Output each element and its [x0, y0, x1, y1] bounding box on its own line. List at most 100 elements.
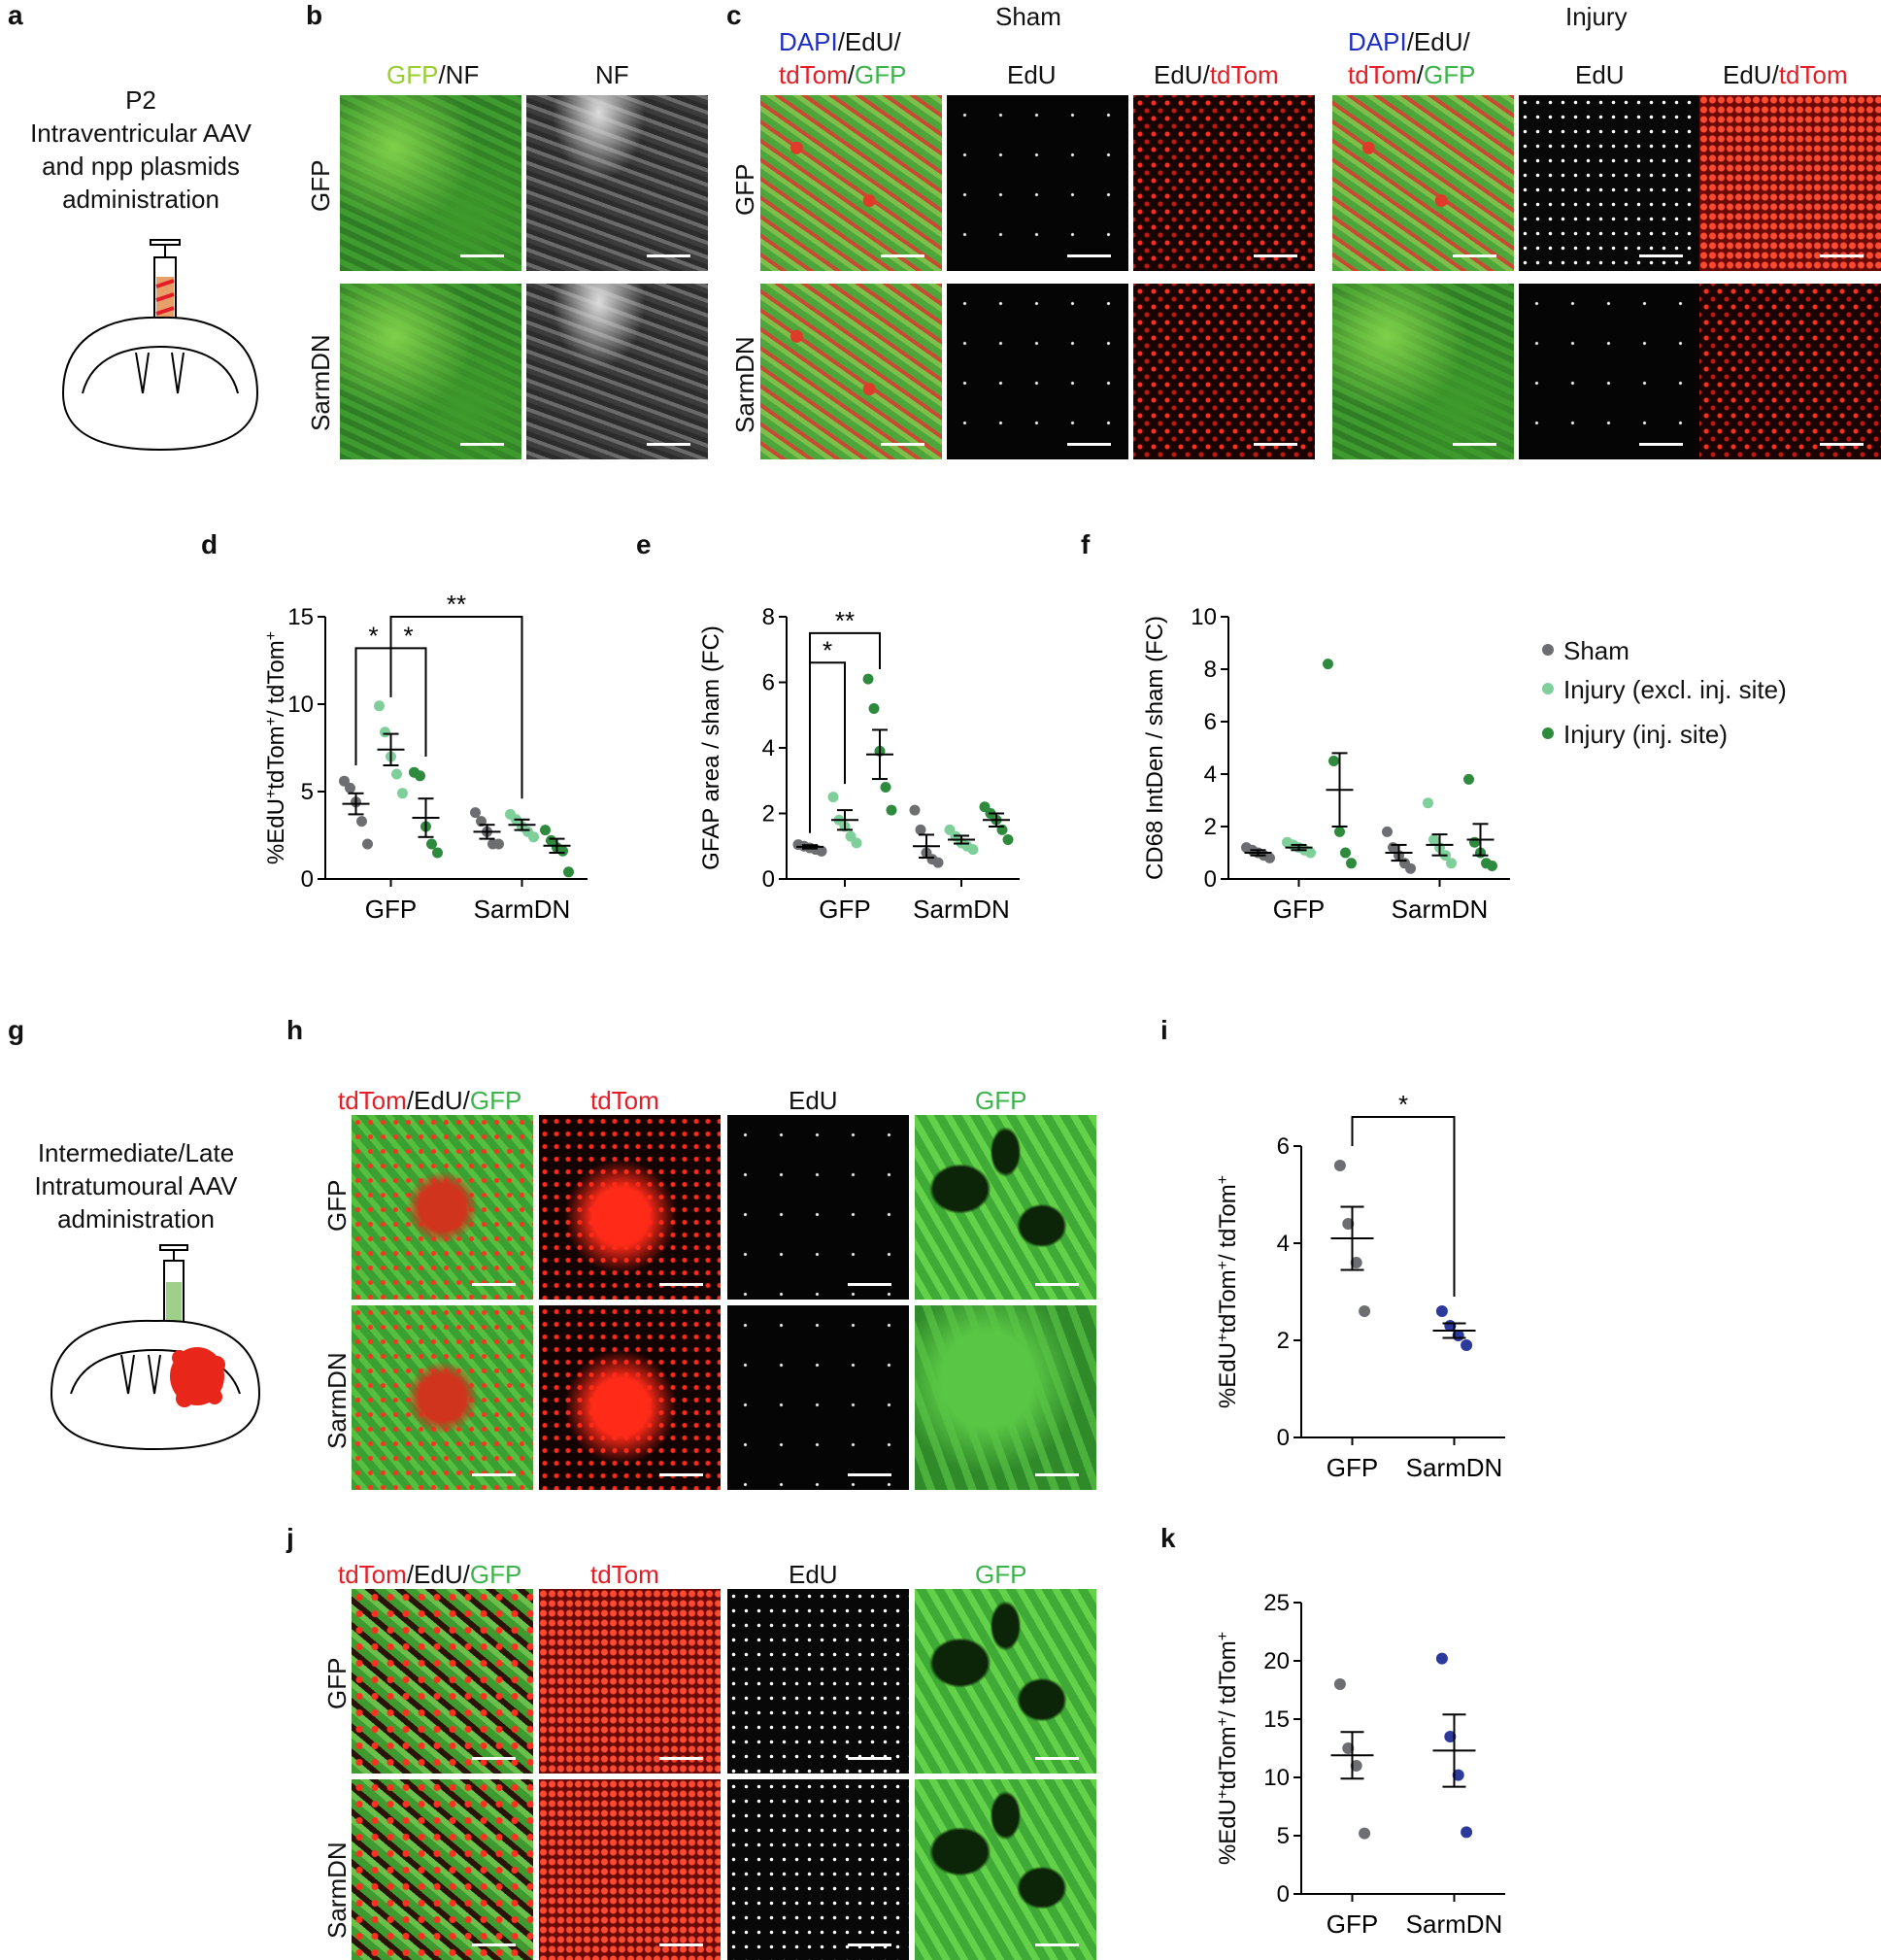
y-tick-label: 25 [1263, 1590, 1290, 1616]
panel-b-header-nf: /NF [438, 60, 480, 89]
tumour-syringe-diagram [50, 1244, 261, 1451]
y-tick-label: 2 [1204, 814, 1217, 840]
panel-g-line2: Intratumoural AAV [34, 1171, 238, 1200]
x-tick-label: SarmDN [1392, 895, 1489, 924]
panel-letter-i: i [1160, 1015, 1168, 1045]
data-point [1305, 847, 1316, 859]
panel-g-line3: administration [57, 1204, 215, 1233]
data-point [880, 782, 891, 793]
panel-letter-e: e [636, 529, 652, 559]
c-inj-h-tdtom2: tdTom [1778, 60, 1848, 89]
j-h1-tdtom: tdTom [338, 1560, 407, 1589]
panel-b-header-nf2: NF [595, 60, 629, 89]
panel-letter-f: f [1081, 529, 1091, 559]
data-point [356, 816, 367, 828]
y-tick-label: 0 [301, 866, 314, 893]
micrograph-c-sham-gfp-edu [947, 95, 1128, 271]
c-sham-h-edu2: EdU/ [1154, 60, 1210, 89]
chart-e: 0 2 4 6 8 GFAP area / sham (FC) GFP SarmDN *** [698, 604, 1020, 924]
y-tick-label: 10 [287, 692, 314, 718]
micrograph-h-sarm-tdtom [539, 1305, 721, 1490]
y-tick-label: 0 [1277, 1425, 1290, 1451]
c-inj-h-dapi: DAPI [1348, 27, 1407, 56]
data-point [886, 804, 897, 816]
micrograph-c-inj-gfp-edu [1519, 95, 1700, 271]
c-sham-h-edu: EdU [1007, 60, 1057, 89]
tumour-blob [170, 1347, 225, 1407]
micrograph-b-gfp-nf [526, 95, 708, 271]
y-tick-label: 0 [762, 866, 775, 893]
panel-c-row-sarmdn: SarmDN [730, 336, 759, 433]
y-tick-label: 20 [1263, 1648, 1290, 1674]
micrograph-c-inj-gfp-edutdtom [1699, 95, 1881, 271]
data-point [1423, 797, 1433, 809]
x-tick-label: GFP [1327, 1453, 1378, 1482]
j-h3: EdU [789, 1560, 838, 1589]
legend-label-sham: Sham [1563, 636, 1629, 665]
h-h1-tdtom: tdTom [338, 1086, 407, 1115]
micrograph-b-sarm-nf [526, 284, 708, 459]
micrograph-b-sarm-gfpnf [340, 284, 521, 459]
significance-label: * [403, 621, 413, 650]
data-point [432, 847, 443, 859]
panel-b-row-gfp: GFP [306, 159, 335, 212]
micrograph-c-sham-gfp-edutdtom [1133, 95, 1315, 271]
micrograph-c-sham-sarm-edutdtom [1133, 284, 1315, 459]
data-point [391, 768, 402, 780]
micrograph-h-sarm-merge [352, 1305, 533, 1490]
data-point [380, 727, 390, 738]
panel-letter-g: g [8, 1015, 25, 1045]
panel-a-line4: administration [62, 185, 219, 214]
significance-bracket [1351, 1116, 1456, 1297]
x-tick-label: SarmDN [474, 895, 571, 924]
data-point [1469, 836, 1480, 848]
data-point [1461, 1826, 1473, 1839]
panel-g-line1: Intermediate/Late [37, 1138, 235, 1167]
data-point [816, 845, 827, 857]
significance-label: ** [835, 606, 855, 635]
data-point [868, 703, 880, 714]
data-point [1350, 1760, 1362, 1772]
panel-b-row-sarmdn: SarmDN [306, 334, 335, 431]
data-point [1328, 756, 1339, 766]
panel-a-line1: P2 [125, 85, 156, 115]
brain-section-outline [50, 1319, 261, 1451]
c-inj-h-tdtom: tdTom [1348, 60, 1417, 89]
y-tick-label: 6 [762, 670, 775, 696]
y-tick-label: 6 [1277, 1133, 1290, 1160]
micrograph-j-gfp-gfp [915, 1589, 1096, 1774]
x-tick-label: GFP [1273, 895, 1325, 924]
x-tick-label: SarmDN [913, 895, 1010, 924]
data-point [540, 825, 551, 836]
y-tick-label: 10 [1191, 604, 1217, 630]
panel-letter-b: b [306, 0, 323, 30]
data-point [339, 775, 350, 787]
j-h2: tdTom [590, 1560, 659, 1589]
y-tick-label: 5 [301, 779, 314, 805]
panel-letter-h: h [286, 1015, 304, 1045]
data-point [1264, 852, 1275, 863]
c-sham-h-dapi: DAPI [779, 27, 838, 56]
c-sham-h-tdtom2: tdTom [1209, 60, 1279, 89]
y-tick-label: 8 [762, 604, 775, 630]
panel-c-row-gfp: GFP [730, 163, 759, 216]
y-axis-label: %EdU+tdTom+/ tdTom+ [1215, 1632, 1242, 1865]
data-point [862, 673, 874, 685]
micrograph-h-gfp-tdtom [539, 1115, 721, 1300]
data-point [1428, 834, 1439, 845]
x-tick-label: GFP [819, 895, 870, 924]
significance-bracket [354, 647, 392, 765]
c-inj-h-edu2: EdU/ [1723, 60, 1779, 89]
panel-letter-k: k [1160, 1523, 1176, 1553]
c-sham-h-tdtom: tdTom [779, 60, 848, 89]
micrograph-c-sham-sarm-edu [947, 284, 1128, 459]
data-point [1444, 1731, 1457, 1742]
data-point [557, 845, 568, 857]
y-tick-label: 0 [1204, 866, 1217, 893]
h-h2: tdTom [590, 1086, 659, 1115]
data-point [362, 838, 373, 850]
chart-k: 0 5 10 15 20 25 %EdU+tdTom+/ tdTom+ GFP SarmDN [1215, 1590, 1505, 1939]
micrograph-b-gfp-gfpnf [340, 95, 521, 271]
x-tick-label: SarmDN [1406, 1453, 1503, 1482]
micrograph-h-gfp-gfp [915, 1115, 1096, 1300]
